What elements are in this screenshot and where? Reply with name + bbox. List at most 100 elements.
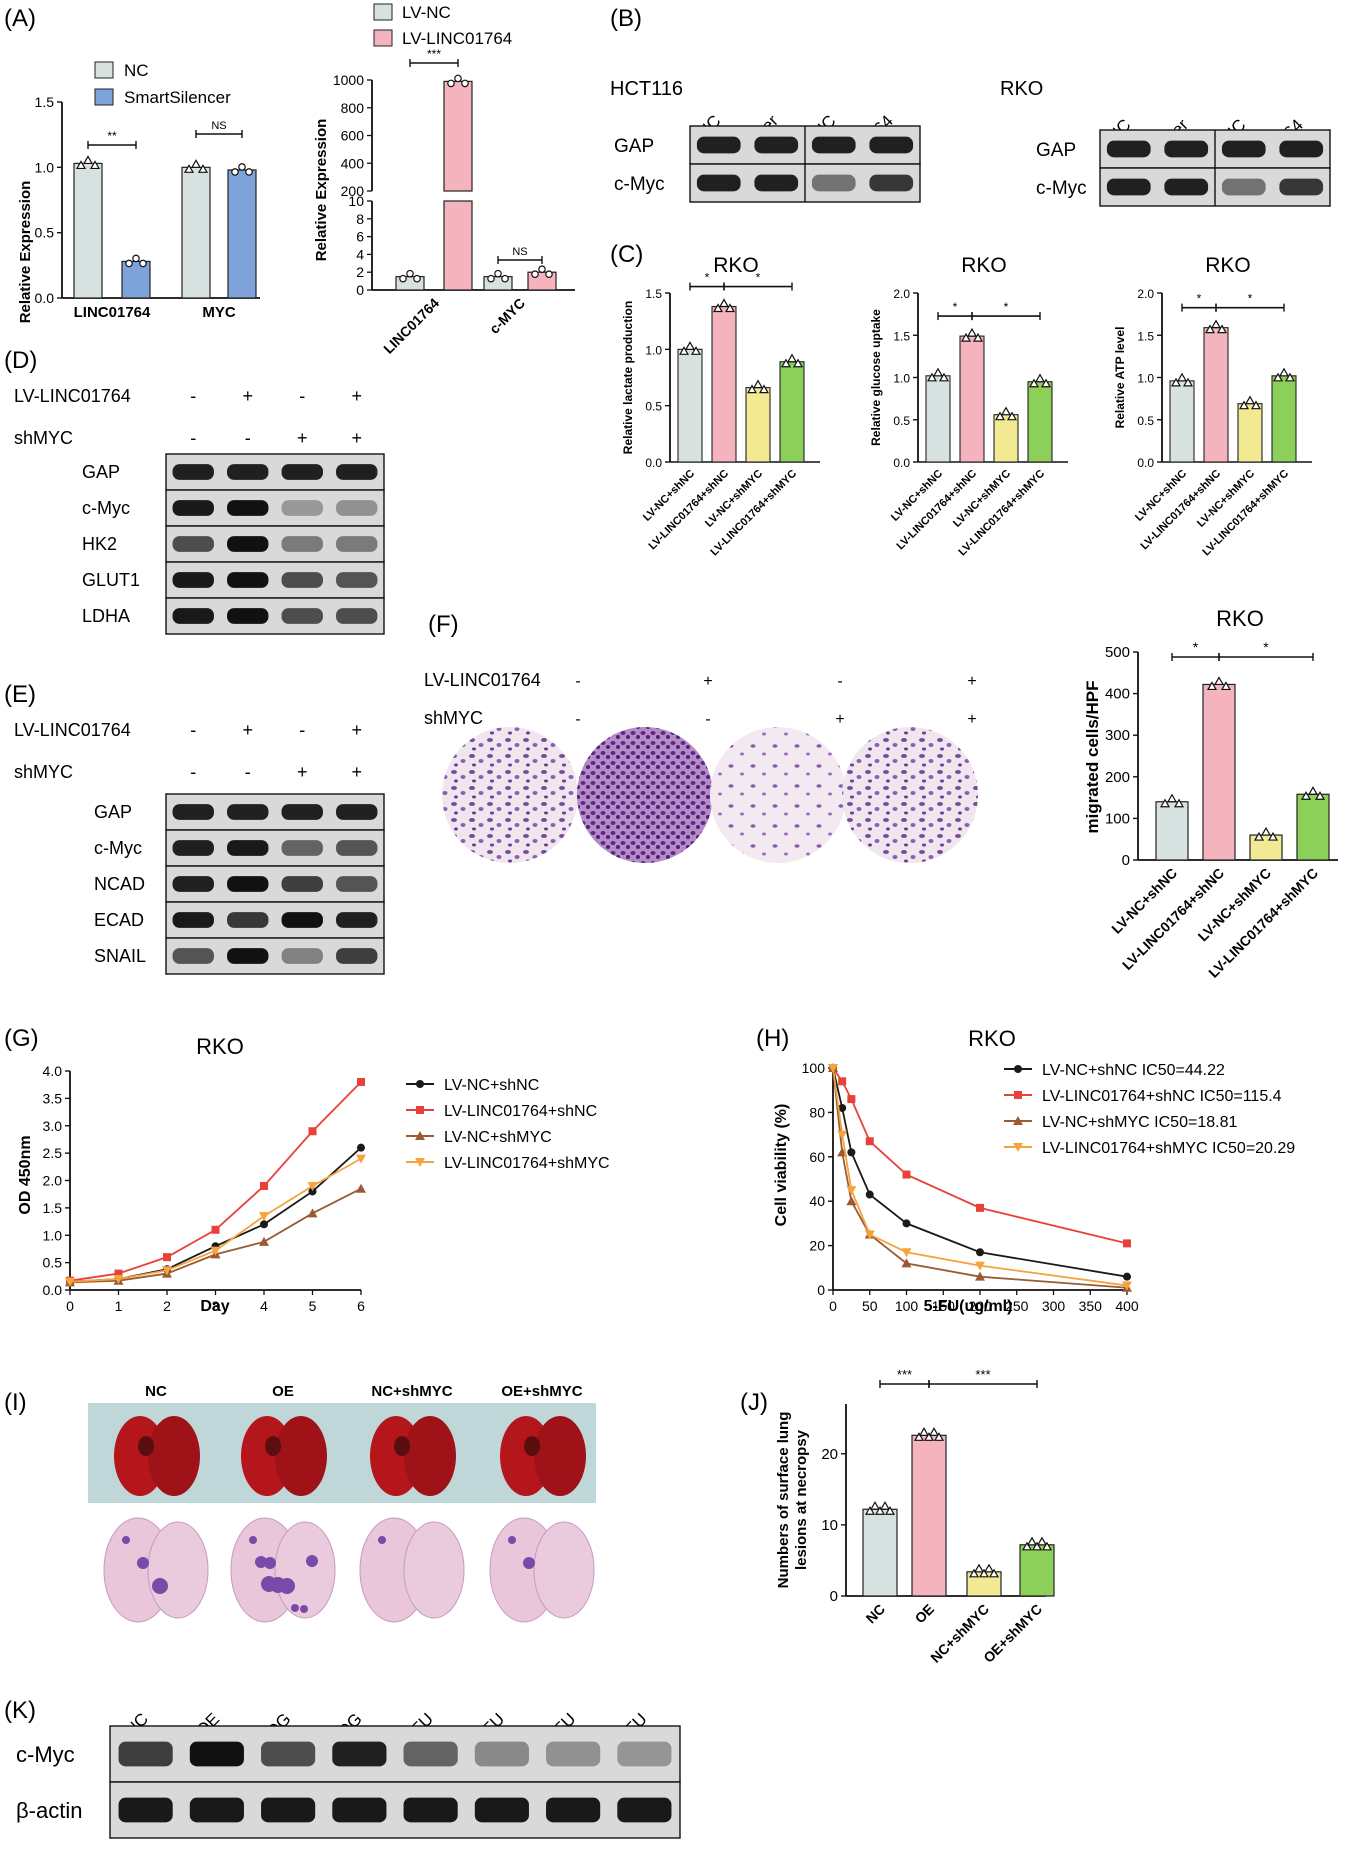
data-point [307, 1208, 318, 1218]
blot-band [811, 174, 856, 192]
significance-label: * [705, 271, 710, 285]
lung-nodule [394, 1436, 410, 1456]
data-point [65, 1277, 75, 1287]
data-point [183, 164, 195, 173]
legend-entry: LV-NC+shMYC [444, 1129, 552, 1146]
treatment-sign: - [575, 711, 580, 728]
data-point [357, 1077, 365, 1086]
data-point [494, 269, 502, 278]
significance-label: * [1263, 639, 1269, 655]
data-point [983, 1563, 995, 1573]
metastatic-lesion [523, 1557, 535, 1569]
x-tick-label: 6 [357, 1298, 365, 1314]
blot-band [281, 464, 323, 480]
data-point [968, 1568, 980, 1578]
blot-band [1164, 140, 1209, 158]
y-tick-label: 1.0 [893, 372, 910, 386]
data-point [838, 1077, 847, 1086]
lung-histology [403, 1521, 465, 1619]
panel-d: LV-LINC01764 shMYC - + - + - - + + GAP c-Myc HK2 GL… [14, 386, 385, 635]
data-point [828, 1064, 838, 1073]
data-point [1210, 319, 1222, 329]
chart-title: RKO [961, 254, 1007, 277]
blot-band [336, 804, 378, 820]
blot-band [281, 948, 323, 964]
y-tick-label: 2.0 [1137, 287, 1154, 301]
blot-band [281, 912, 323, 928]
panel-c: RKO Relative lactate production 0.0 0.5 1.0 1… [621, 254, 1312, 558]
y-tick-label: 2.5 [43, 1145, 63, 1161]
y-tick-label: 200 [341, 183, 365, 199]
data-point [1013, 1116, 1023, 1125]
bar [1155, 801, 1189, 861]
series-line [69, 1157, 362, 1283]
x-tick-label: 350 [1079, 1298, 1103, 1314]
data-point [976, 1203, 984, 1212]
legend-smartsilencer: SmartSilencer [124, 88, 231, 107]
data-point [1123, 1239, 1131, 1248]
metastatic-lesion [137, 1557, 149, 1569]
treatment-sign: - [705, 711, 710, 728]
y-tick-label: 2 [356, 264, 364, 280]
blot-band [261, 1741, 316, 1767]
data-point [75, 160, 87, 170]
blot-row-label: ECAD [94, 910, 144, 930]
blot-band [118, 1741, 173, 1767]
metastatic-lesion [300, 1605, 308, 1613]
metastatic-lesion [508, 1536, 516, 1544]
chart-title: RKO [1205, 254, 1251, 277]
significance-label: NS [211, 120, 226, 132]
data-point [684, 341, 696, 350]
blot-band [546, 1797, 601, 1823]
data-point [869, 1501, 881, 1510]
blot-band [332, 1741, 387, 1767]
blot-band [1279, 140, 1324, 158]
y-tick-label: 6 [356, 229, 364, 245]
blot-row-label: c-Myc [94, 838, 142, 858]
panel-g: RKO Day OD 450nm 0.0 0.5 1.0 1.5 2.0 2.5 3.0 3.… [17, 1034, 610, 1315]
data-point [1260, 826, 1272, 836]
lung-histology [533, 1521, 595, 1619]
panel-label-d: (D) [4, 347, 37, 374]
data-point [780, 358, 792, 368]
data-point [487, 274, 495, 283]
data-point [786, 353, 798, 363]
data-point [902, 1170, 911, 1179]
treatment-sign: + [351, 386, 362, 406]
y-tick-label: 4.0 [43, 1063, 63, 1079]
blot-band [261, 1797, 316, 1823]
data-point [1182, 377, 1194, 387]
blot-band [227, 912, 269, 928]
blot-band [281, 840, 323, 856]
blot-band [754, 136, 799, 154]
panel-a-right: LV-NC LV-LINC01764 Relative Expression 0… [313, 3, 575, 357]
bar [181, 166, 211, 299]
metastatic-lesion [255, 1556, 267, 1568]
data-point [678, 346, 690, 355]
series-line [69, 1187, 362, 1284]
blot-band [172, 912, 214, 928]
data-point [1176, 372, 1188, 382]
bar [443, 200, 473, 291]
data-point [966, 327, 978, 337]
y-tick-label: 3.5 [43, 1090, 63, 1106]
blot-band [172, 500, 214, 516]
y-tick-label: 0.5 [43, 1255, 63, 1271]
blot-band [1279, 178, 1324, 196]
data-point [197, 164, 209, 173]
x-tick-label: OE [911, 1601, 937, 1627]
y-tick-label: 0.0 [43, 1282, 63, 1298]
data-point [1238, 400, 1250, 410]
data-point [960, 332, 972, 342]
data-point [1300, 791, 1312, 800]
y-tick-label: 0.0 [893, 456, 910, 470]
legend-entry: LV-NC+shMYC IC50=18.81 [1042, 1114, 1237, 1131]
blot-band [474, 1797, 529, 1823]
row-label-shmyc: shMYC [14, 762, 73, 782]
data-point [994, 411, 1006, 421]
lung-histology [147, 1521, 209, 1619]
blot-band [227, 608, 269, 624]
data-point [415, 1131, 425, 1140]
y-tick-label: 0.5 [35, 225, 55, 241]
